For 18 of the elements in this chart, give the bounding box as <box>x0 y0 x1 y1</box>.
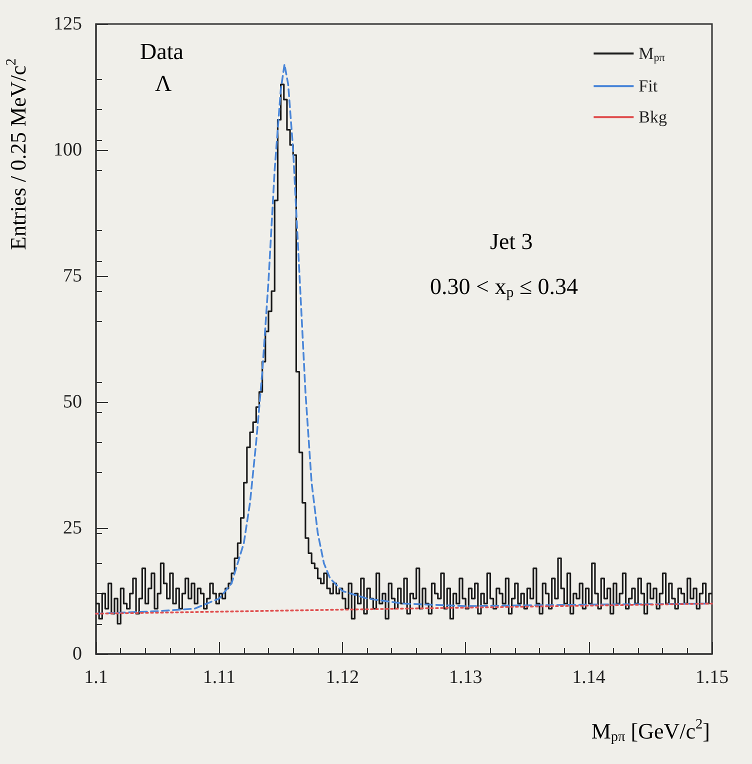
legend-label: Fit <box>638 76 658 96</box>
annotation: Λ <box>155 71 172 96</box>
x-tick-label: 1.13 <box>448 667 482 688</box>
y-tick-label: 75 <box>63 266 82 286</box>
x-tick-label: 1.1 <box>84 667 108 688</box>
y-tick-label: 100 <box>54 140 82 160</box>
y-tick-label: 125 <box>54 14 82 34</box>
y-tick-label: 0 <box>72 644 82 664</box>
y-axis-title: Entries / 0.25 MeV/c2 <box>3 58 30 250</box>
legend-label: Bkg <box>638 108 668 127</box>
x-tick-label: 1.15 <box>695 667 729 688</box>
x-tick-label: 1.12 <box>326 667 360 688</box>
y-tick-label: 25 <box>63 518 82 538</box>
annotation: Jet 3 <box>490 229 533 254</box>
y-tick-label: 50 <box>63 392 82 412</box>
x-tick-label: 1.11 <box>202 667 236 688</box>
x-tick-label: 1.14 <box>572 667 606 688</box>
annotation: Data <box>140 39 184 64</box>
